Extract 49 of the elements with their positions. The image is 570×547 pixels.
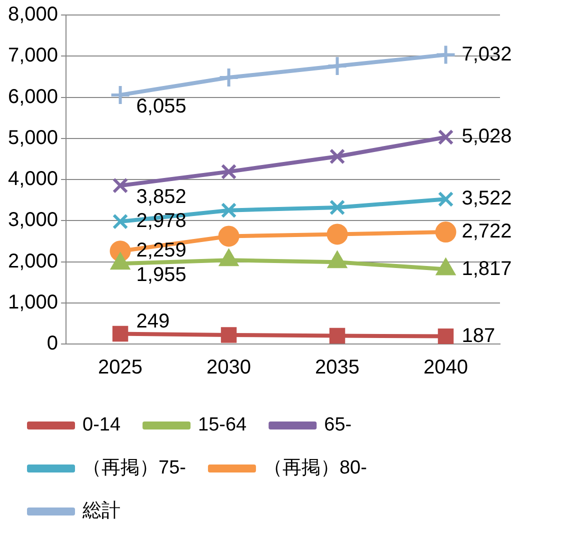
point bbox=[438, 328, 454, 344]
point bbox=[110, 84, 131, 106]
data-label: 1,817 bbox=[462, 258, 512, 280]
legend-label: 65- bbox=[324, 414, 352, 436]
y-tick-label: 1,000 bbox=[8, 291, 58, 314]
data-label: 249 bbox=[136, 310, 170, 332]
point bbox=[218, 67, 240, 88]
point bbox=[438, 191, 454, 208]
x-tick-label: 2030 bbox=[206, 356, 252, 379]
point bbox=[435, 44, 456, 66]
point bbox=[326, 55, 348, 76]
y-tick-label: 7,000 bbox=[8, 44, 58, 67]
data-label: 3,522 bbox=[462, 188, 512, 210]
legend-label: （再掲）75- bbox=[82, 458, 186, 479]
point bbox=[112, 178, 128, 194]
point bbox=[220, 202, 237, 218]
x-tick-label: 2025 bbox=[98, 356, 143, 379]
data-label: 6,055 bbox=[136, 96, 186, 118]
point bbox=[329, 328, 346, 344]
legend-label: （再掲）80- bbox=[263, 458, 367, 479]
y-tick-label: 3,000 bbox=[8, 209, 58, 232]
legend-label: 総計 bbox=[82, 500, 120, 522]
y-tick-label: 6,000 bbox=[8, 86, 58, 108]
data-label: 3,852 bbox=[136, 186, 186, 208]
point bbox=[112, 326, 128, 342]
y-tick-label: 5,000 bbox=[8, 126, 58, 149]
y-tick-label: 0 bbox=[46, 332, 58, 355]
y-tick-label: 8,000 bbox=[8, 4, 58, 26]
point bbox=[218, 226, 240, 247]
data-label: 1,955 bbox=[136, 264, 186, 286]
point bbox=[329, 200, 346, 216]
point bbox=[220, 327, 237, 343]
legend-label: 0-14 bbox=[82, 414, 121, 436]
data-label: 7,032 bbox=[462, 43, 512, 66]
legend-label: 15-64 bbox=[198, 414, 248, 436]
point bbox=[326, 224, 348, 245]
data-label: 2,722 bbox=[462, 220, 512, 243]
point bbox=[112, 214, 128, 230]
x-tick-label: 2035 bbox=[315, 356, 360, 379]
data-label: 5,028 bbox=[462, 126, 512, 148]
x-tick-label: 2040 bbox=[424, 356, 468, 379]
data-label: 2,259 bbox=[136, 240, 186, 262]
point bbox=[438, 129, 454, 146]
data-label: 187 bbox=[462, 324, 496, 347]
point bbox=[435, 222, 456, 243]
point bbox=[329, 148, 346, 164]
point bbox=[220, 164, 237, 180]
y-tick-label: 2,000 bbox=[8, 250, 58, 272]
y-tick-label: 4,000 bbox=[8, 168, 58, 190]
